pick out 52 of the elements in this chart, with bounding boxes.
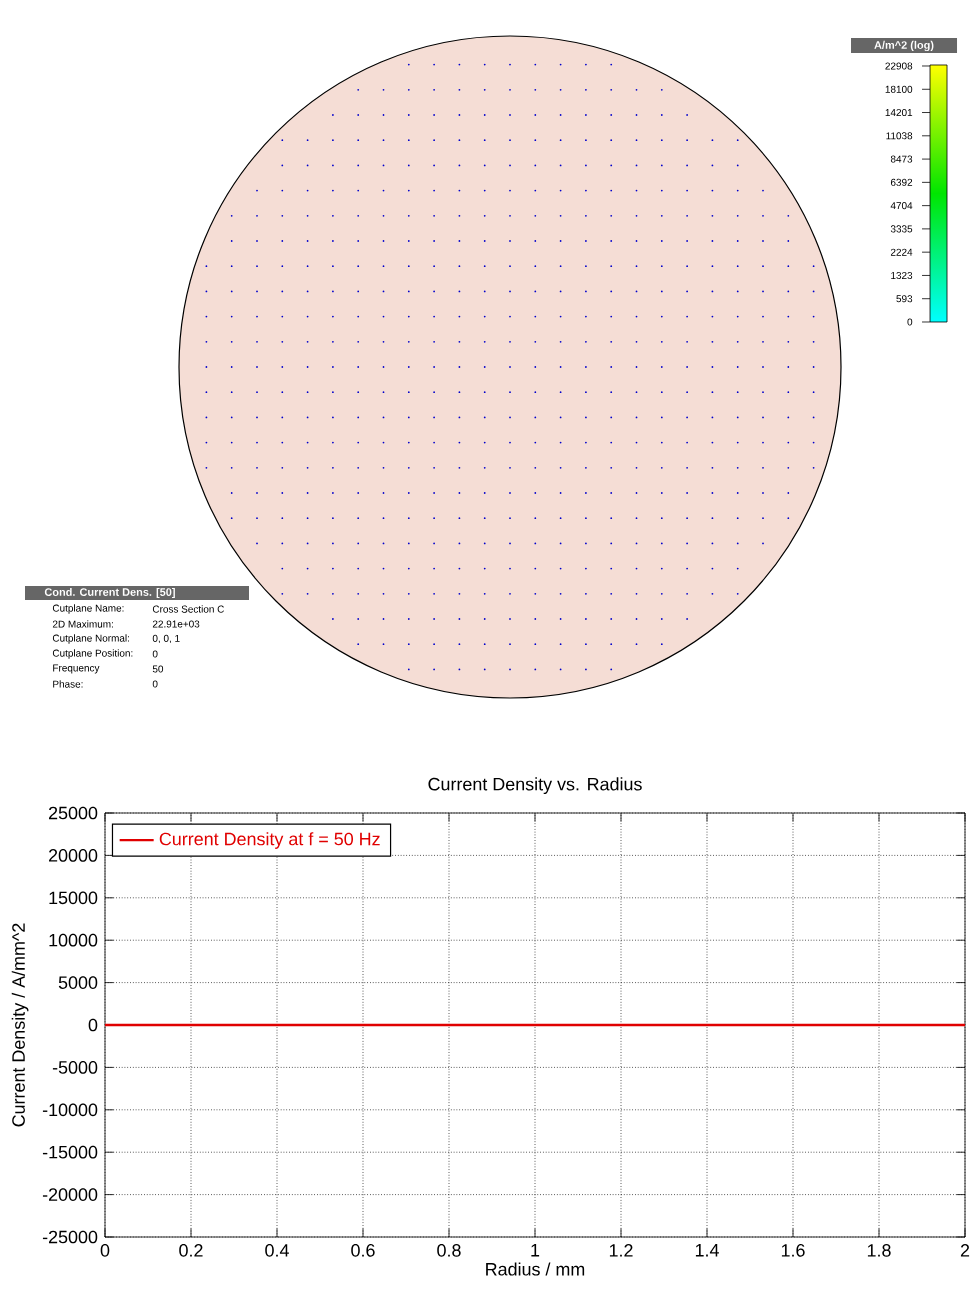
x-tick-label: 0.2 [179, 1244, 203, 1257]
text: 0 [907, 318, 913, 326]
y-tick-label: 15000 [49, 891, 98, 905]
x-tick-label: 0.6 [351, 1244, 375, 1257]
x-tick-label: 1.6 [781, 1244, 805, 1257]
text: 14201 [885, 108, 913, 117]
text: 8473 [890, 155, 913, 163]
x-tick-label: 0.8 [437, 1244, 461, 1257]
text: Cutplane Normal: [52, 634, 129, 644]
x-tick-label: 1.8 [867, 1244, 891, 1257]
text: 22.91e+03 [152, 620, 200, 628]
x-tick-label: 1 [531, 1244, 540, 1257]
y-tick-label: -15000 [42, 1145, 98, 1159]
text: Cond. Current Dens. [50] [44, 587, 175, 599]
y-tick-label: 20000 [49, 849, 98, 862]
text: 50 [152, 665, 164, 673]
text: 2224 [890, 248, 913, 256]
text: Cutplane Position: [52, 649, 133, 659]
y-tick-label: -20000 [42, 1188, 98, 1201]
text: 18100 [885, 85, 913, 93]
text: 1323 [891, 271, 913, 279]
y-tick-label: 5000 [58, 976, 98, 989]
chart-title: Current Density vs. Radius [428, 777, 642, 794]
y-tick-label: 10000 [49, 933, 98, 947]
text: Phase: [53, 680, 83, 688]
text: Cross Section C [152, 605, 224, 613]
text: 0 [152, 680, 158, 688]
text: 4704 [890, 202, 913, 210]
text: 0, 0, 1 [152, 634, 180, 644]
y-tick-label: -10000 [42, 1103, 98, 1117]
y-tick-label: -5000 [52, 1061, 98, 1074]
text: 11038 [886, 132, 913, 140]
text: 0 [152, 650, 158, 658]
text: 6392 [890, 178, 913, 186]
legend-label: Current Density at f = 50 Hz [159, 832, 380, 849]
x-tick-label: 0 [100, 1244, 110, 1257]
y-tick-label: 25000 [49, 806, 98, 820]
x-tick-label: 1.2 [609, 1244, 633, 1257]
x-axis-title: Radius / mm [486, 1262, 585, 1276]
x-tick-label: 2 [960, 1244, 970, 1257]
text: Frequency [53, 664, 100, 674]
x-tick-label: 0.4 [265, 1244, 289, 1257]
text: 2D Maximum: [52, 620, 113, 628]
text: 593 [896, 295, 913, 303]
color-bar-title: A/m^2 (log) [874, 40, 934, 52]
y-tick-label: 0 [88, 1018, 98, 1032]
text: 22908 [885, 62, 913, 70]
text: 3335 [890, 225, 913, 233]
x-tick-label: 1.4 [695, 1244, 719, 1257]
y-axis-title: Current Density / A/mm^2 [11, 923, 29, 1127]
y-tick-label: -25000 [42, 1230, 98, 1244]
text: Cutplane Name: [52, 604, 124, 614]
